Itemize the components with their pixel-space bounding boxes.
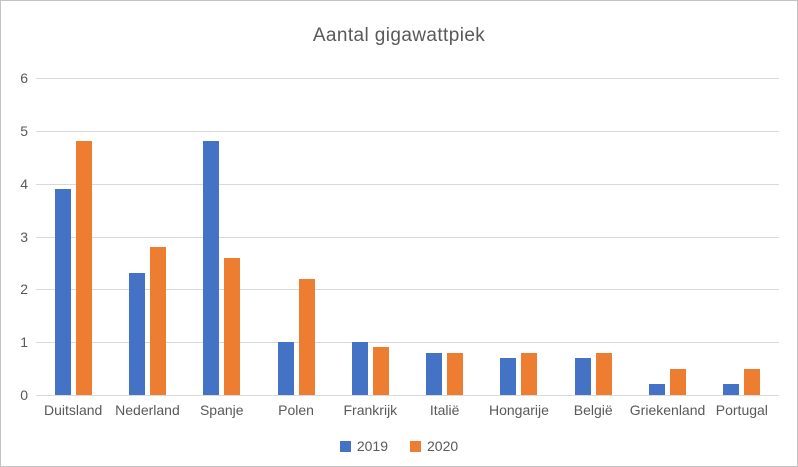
- x-axis-label-spanje: Spanje: [199, 402, 244, 418]
- y-axis-tick-label-1: 1: [20, 334, 28, 351]
- bar-2020-frankrijk: [372, 347, 389, 395]
- x-axis-label-portugal: Portugal: [715, 402, 768, 418]
- bar-2020-duitsland: [75, 141, 92, 395]
- x-axis-label-nederland: Nederland: [115, 402, 180, 418]
- legend-label-2020: 2020: [427, 438, 459, 454]
- legend-label-2019: 2019: [356, 438, 388, 454]
- bar-2020-portugal: [744, 368, 761, 395]
- y-axis-tick-label-2: 2: [20, 281, 28, 298]
- plot-area: [36, 78, 779, 396]
- x-axis-label-italië: Italië: [429, 402, 460, 418]
- gridline-4: [36, 183, 779, 185]
- x-axis-label-hongarije: Hongarije: [488, 402, 549, 418]
- bar-2019-spanje: [203, 141, 220, 395]
- legend-swatch-2020: [410, 440, 421, 452]
- gridline-3: [36, 236, 779, 238]
- bar-2019-hongarije: [500, 358, 517, 395]
- bar-2020-polen: [298, 278, 315, 395]
- bar-2019-duitsland: [54, 188, 71, 395]
- y-axis-tick-label-4: 4: [20, 175, 28, 192]
- x-axis-label-frankrijk: Frankrijk: [343, 402, 398, 418]
- y-axis-tick-label-5: 5: [20, 122, 28, 139]
- legend-item-2019: 2019: [339, 438, 388, 454]
- gridline-5: [36, 130, 779, 132]
- legend: 2019 2020: [1, 438, 797, 454]
- x-axis-label-belgië: België: [573, 402, 613, 418]
- bar-2020-spanje: [224, 257, 241, 395]
- bar-2019-belgië: [574, 358, 591, 395]
- legend-swatch-2019: [339, 440, 351, 452]
- bar-2020-belgië: [595, 352, 612, 395]
- x-axis-label-griekenland: Griekenland: [629, 402, 706, 418]
- x-axis-label-polen: Polen: [278, 402, 314, 418]
- bar-2019-griekenland: [649, 384, 666, 395]
- y-axis-tick-label-3: 3: [20, 228, 28, 245]
- bar-2019-nederland: [128, 273, 145, 395]
- bar-2020-hongarije: [521, 352, 538, 395]
- bar-2019-portugal: [723, 384, 740, 395]
- gridline-0: [36, 395, 779, 396]
- bar-2020-nederland: [149, 247, 166, 395]
- bar-2019-frankrijk: [351, 342, 368, 395]
- bar-2019-italië: [426, 352, 443, 395]
- legend-item-2020: 2020: [410, 438, 458, 454]
- y-axis-tick-label-6: 6: [20, 70, 28, 86]
- bar-2019-polen: [277, 342, 294, 395]
- gridline-1: [36, 342, 779, 344]
- bar-2020-griekenland: [670, 368, 687, 395]
- bar-2020-italië: [447, 352, 464, 395]
- x-axis-label-duitsland: Duitsland: [43, 402, 103, 418]
- chart-title: Aantal gigawattpiek: [312, 25, 486, 46]
- y-axis-tick-label-0: 0: [20, 387, 28, 403]
- gridline-6: [36, 78, 779, 79]
- gridline-2: [36, 289, 779, 291]
